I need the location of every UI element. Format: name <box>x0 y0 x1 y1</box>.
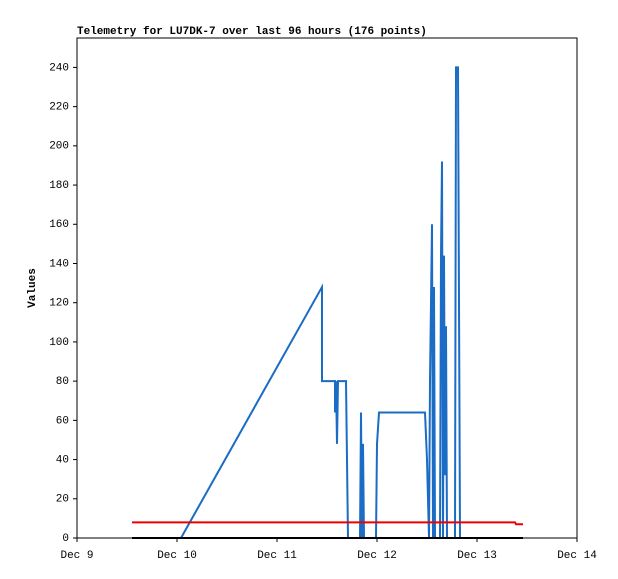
y-tick-label: 140 <box>49 258 69 270</box>
y-axis-label: Values <box>27 268 39 308</box>
x-tick-label: Dec 11 <box>257 550 297 562</box>
x-tick-label: Dec 10 <box>157 550 197 562</box>
y-tick-label: 0 <box>62 533 69 545</box>
y-tick-label: 160 <box>49 219 69 231</box>
y-tick-label: 40 <box>56 454 69 466</box>
y-tick-label: 100 <box>49 337 69 349</box>
x-tick-label: Dec 13 <box>457 550 497 562</box>
series-line <box>132 521 523 526</box>
y-tick-label: 120 <box>49 298 69 310</box>
x-tick-label: Dec 14 <box>557 550 597 562</box>
x-tick-label: Dec 12 <box>357 550 397 562</box>
y-tick-label: 60 <box>56 415 69 427</box>
y-tick-label: 220 <box>49 102 69 114</box>
y-tick-label: 200 <box>49 141 69 153</box>
y-tick-label: 240 <box>49 62 69 74</box>
plot-frame <box>76 37 578 539</box>
y-tick-label: 80 <box>56 376 69 388</box>
chart-title: Telemetry for LU7DK-7 over last 96 hours… <box>77 26 427 38</box>
y-tick-label: 180 <box>49 180 69 192</box>
y-tick-label: 20 <box>56 494 69 506</box>
series-line <box>180 66 461 539</box>
x-tick-label: Dec 9 <box>60 550 93 562</box>
